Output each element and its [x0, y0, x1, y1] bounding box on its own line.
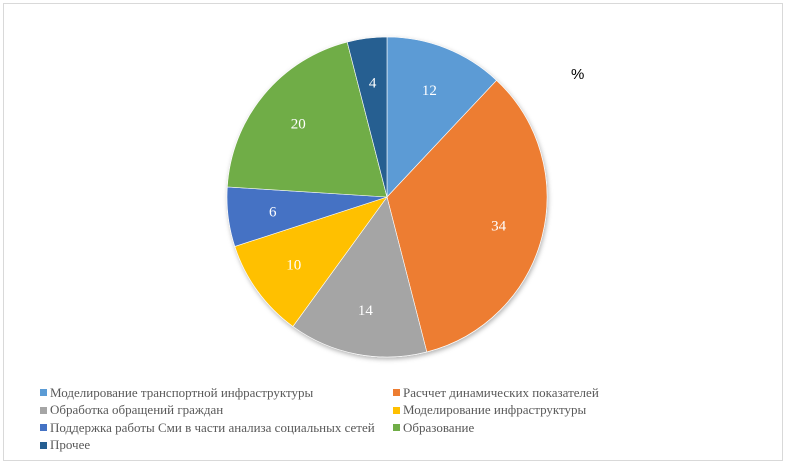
pie-slice-transport-modeling	[386, 36, 497, 198]
legend-swatch	[40, 424, 47, 432]
pie-slice-education	[227, 41, 388, 198]
legend-item-infrastructure-modeling: Моделирование инфраструктуры	[393, 402, 586, 418]
legend-item-dynamic-indicators: Расччет динамических показателей	[393, 385, 599, 401]
legend-item-education: Образование	[393, 420, 474, 436]
data-label-media-support: 6	[269, 204, 277, 220]
pie-slice-dynamic-indicators	[386, 79, 548, 353]
data-label-infrastructure-modeling: 10	[286, 258, 301, 274]
legend-swatch	[393, 389, 400, 397]
legend-swatch	[40, 441, 47, 449]
data-label-dynamic-indicators: 34	[491, 219, 507, 235]
pie-slice-citizen-requests	[292, 196, 428, 358]
data-label-other: 4	[369, 76, 377, 92]
legend-swatch	[40, 389, 47, 397]
legend-swatch	[393, 424, 400, 432]
legend-swatch	[40, 406, 47, 414]
legend-item-media-support: Поддержка работы Сми в части анализа соц…	[40, 420, 393, 436]
unit-label: %	[571, 66, 585, 83]
pie-slice-other	[346, 36, 388, 198]
legend-item-citizen-requests: Обработка обращений граждан	[40, 402, 393, 418]
data-label-transport-modeling: 12	[422, 83, 437, 99]
data-label-citizen-requests: 14	[358, 303, 374, 319]
legend-swatch	[393, 406, 400, 414]
data-label-education: 20	[291, 117, 306, 133]
legend-item-transport-modeling: Моделирование транспортной инфраструктур…	[40, 385, 393, 401]
pie-slice-infrastructure-modeling	[234, 196, 388, 327]
legend: Моделирование транспортной инфраструктур…	[40, 384, 660, 454]
legend-item-other: Прочее	[40, 437, 393, 453]
